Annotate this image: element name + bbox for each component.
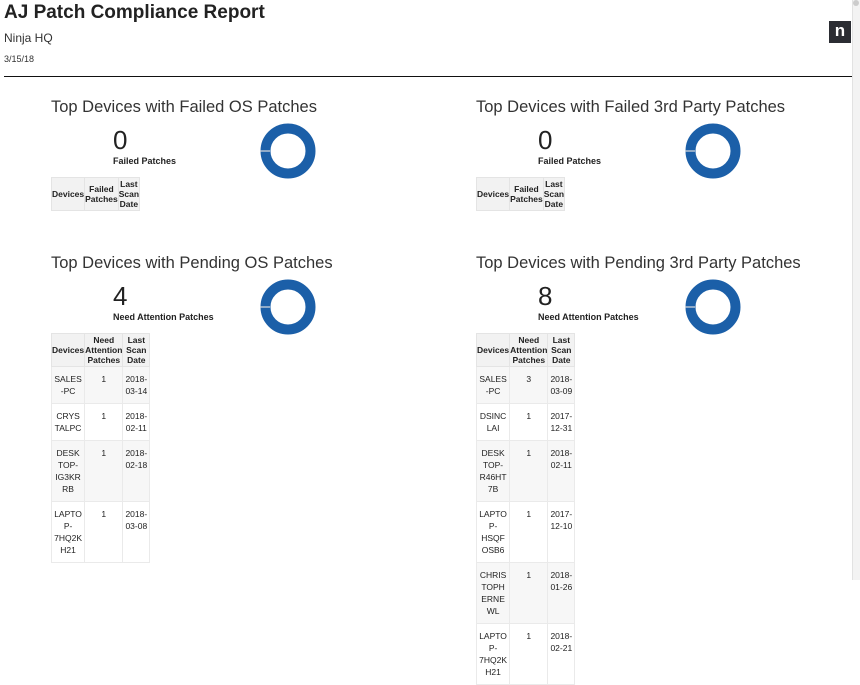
table-row: LAPTOP-7HQ2KH21 1 2018-03-08 xyxy=(50,501,151,563)
column-header[interactable]: Devices xyxy=(475,177,511,211)
devices-table: Devices Need Attention Patches Last Scan D… xyxy=(50,333,151,563)
table-cell: 1 xyxy=(84,440,124,502)
patch-count-label: Failed Patches xyxy=(113,156,177,166)
panel-title: Top Devices with Failed 3rd Party Patche… xyxy=(476,98,786,116)
patch-count: 0 xyxy=(113,125,128,155)
table-cell: 1 xyxy=(509,440,549,502)
devices-table: Devices Need Attention Patches Last Scan D… xyxy=(475,333,576,685)
table-row: DSINCLAI 1 2017-12-31 xyxy=(475,403,576,441)
vertical-scrollbar[interactable] xyxy=(852,0,860,580)
table-cell: LAPTOP-HSQFOSB6 xyxy=(475,501,511,563)
patch-count: 0 xyxy=(538,125,553,155)
table-cell: 1 xyxy=(84,403,124,441)
devices-table: Devices Failed Patches Last Scan Date xyxy=(475,177,566,211)
table-cell: 2018-03-09 xyxy=(547,366,576,404)
patch-count-label: Failed Patches xyxy=(538,156,602,166)
column-header[interactable]: Last Scan Date xyxy=(542,177,566,211)
column-header[interactable]: Devices xyxy=(50,177,86,211)
column-header[interactable]: Devices xyxy=(475,333,511,367)
table-cell: DSINCLAI xyxy=(475,403,511,441)
patch-count: 8 xyxy=(538,281,553,311)
panel-title: Top Devices with Pending 3rd Party Patch… xyxy=(476,254,801,272)
device-name: LAPTOP-7HQ2KH21 xyxy=(54,509,82,555)
report-date: 3/15/18 xyxy=(4,54,35,64)
header-divider xyxy=(4,76,852,77)
table-row: DESKTOP-IG3KRRB 1 2018-02-18 xyxy=(50,440,151,502)
table-header: Devices Failed Patches Last Scan Date xyxy=(475,177,566,211)
column-header[interactable]: Need Attention Patches xyxy=(509,333,549,367)
table-cell: 2017-12-31 xyxy=(547,403,576,441)
devices-table: Devices Failed Patches Last Scan Date xyxy=(50,177,141,211)
table-cell: 1 xyxy=(84,501,124,563)
table-cell: 3 xyxy=(509,366,549,404)
ninja-logo: n xyxy=(829,21,851,43)
device-name: LAPTOP-7HQ2KH21 xyxy=(479,631,507,677)
table-cell: DESKTOP-R46HT7B xyxy=(475,440,511,502)
table-row: CRYSTALPC 1 2018-02-11 xyxy=(50,403,151,441)
device-name: DESKTOP-IG3KRRB xyxy=(55,448,81,494)
donut-chart xyxy=(685,279,741,335)
table-row: DESKTOP-R46HT7B 1 2018-02-11 xyxy=(475,440,576,502)
table-header: Devices Failed Patches Last Scan Date xyxy=(50,177,141,211)
table-cell: 1 xyxy=(509,403,549,441)
patch-count: 4 xyxy=(113,281,128,311)
donut-chart xyxy=(260,123,316,179)
table-cell: 2018-03-14 xyxy=(122,366,151,404)
table-cell: 2018-02-11 xyxy=(547,440,576,502)
table-row: CHRISTOPHERNEWL 1 2018-01-26 xyxy=(475,562,576,624)
device-name: SALES-PC xyxy=(479,374,507,396)
column-header[interactable]: Failed Patches xyxy=(509,177,544,211)
device-name: DSINCLAI xyxy=(479,411,507,433)
scrollbar-thumb[interactable] xyxy=(853,0,859,6)
device-name: CHRISTOPHERNEWL xyxy=(479,570,507,616)
column-header[interactable]: Need Attention Patches xyxy=(84,333,124,367)
column-header[interactable]: Devices xyxy=(50,333,86,367)
table-cell: 1 xyxy=(509,623,549,685)
table-cell: 2017-12-10 xyxy=(547,501,576,563)
patch-count-label: Need Attention Patches xyxy=(113,312,214,322)
table-row: LAPTOP-HSQFOSB6 1 2017-12-10 xyxy=(475,501,576,563)
donut-chart xyxy=(685,123,741,179)
table-cell: 1 xyxy=(84,366,124,404)
table-cell: 2018-03-08 xyxy=(122,501,151,563)
report-title: AJ Patch Compliance Report xyxy=(4,2,265,23)
table-cell: 2018-02-11 xyxy=(122,403,151,441)
table-cell: SALES-PC xyxy=(475,366,511,404)
donut-ring xyxy=(685,123,741,179)
table-cell: 2018-02-21 xyxy=(547,623,576,685)
panel-title: Top Devices with Pending OS Patches xyxy=(51,254,333,272)
table-cell: 1 xyxy=(509,501,549,563)
donut-ring xyxy=(685,279,741,335)
table-cell: 2018-01-26 xyxy=(547,562,576,624)
table-cell: DESKTOP-IG3KRRB xyxy=(50,440,86,502)
table-header: Devices Need Attention Patches Last Scan D… xyxy=(50,333,151,367)
device-name: LAPTOP-HSQFOSB6 xyxy=(479,509,507,555)
table-cell: LAPTOP-7HQ2KH21 xyxy=(50,501,86,563)
table-cell: SALES-PC xyxy=(50,366,86,404)
table-cell: CHRISTOPHERNEWL xyxy=(475,562,511,624)
table-cell: LAPTOP-7HQ2KH21 xyxy=(475,623,511,685)
table-cell: CRYSTALPC xyxy=(50,403,86,441)
organization-name: Ninja HQ xyxy=(4,31,53,45)
device-name: DESKTOP-R46HT7B xyxy=(479,448,507,494)
donut-ring xyxy=(260,123,316,179)
table-row: SALES-PC 1 2018-03-14 xyxy=(50,366,151,404)
device-name: CRYSTALPC xyxy=(54,411,82,433)
table-cell: 2018-02-18 xyxy=(122,440,151,502)
table-row: LAPTOP-7HQ2KH21 1 2018-02-21 xyxy=(475,623,576,685)
donut-ring xyxy=(260,279,316,335)
column-header[interactable]: Last Scan Date xyxy=(547,333,576,367)
table-header: Devices Need Attention Patches Last Scan D… xyxy=(475,333,576,367)
column-header[interactable]: Last Scan Date xyxy=(122,333,151,367)
table-cell: 1 xyxy=(509,562,549,624)
column-header[interactable]: Last Scan Date xyxy=(117,177,141,211)
panel-title: Top Devices with Failed OS Patches xyxy=(51,98,317,116)
device-name: SALES-PC xyxy=(54,374,82,396)
table-row: SALES-PC 3 2018-03-09 xyxy=(475,366,576,404)
patch-count-label: Need Attention Patches xyxy=(538,312,639,322)
donut-chart xyxy=(260,279,316,335)
column-header[interactable]: Failed Patches xyxy=(84,177,119,211)
